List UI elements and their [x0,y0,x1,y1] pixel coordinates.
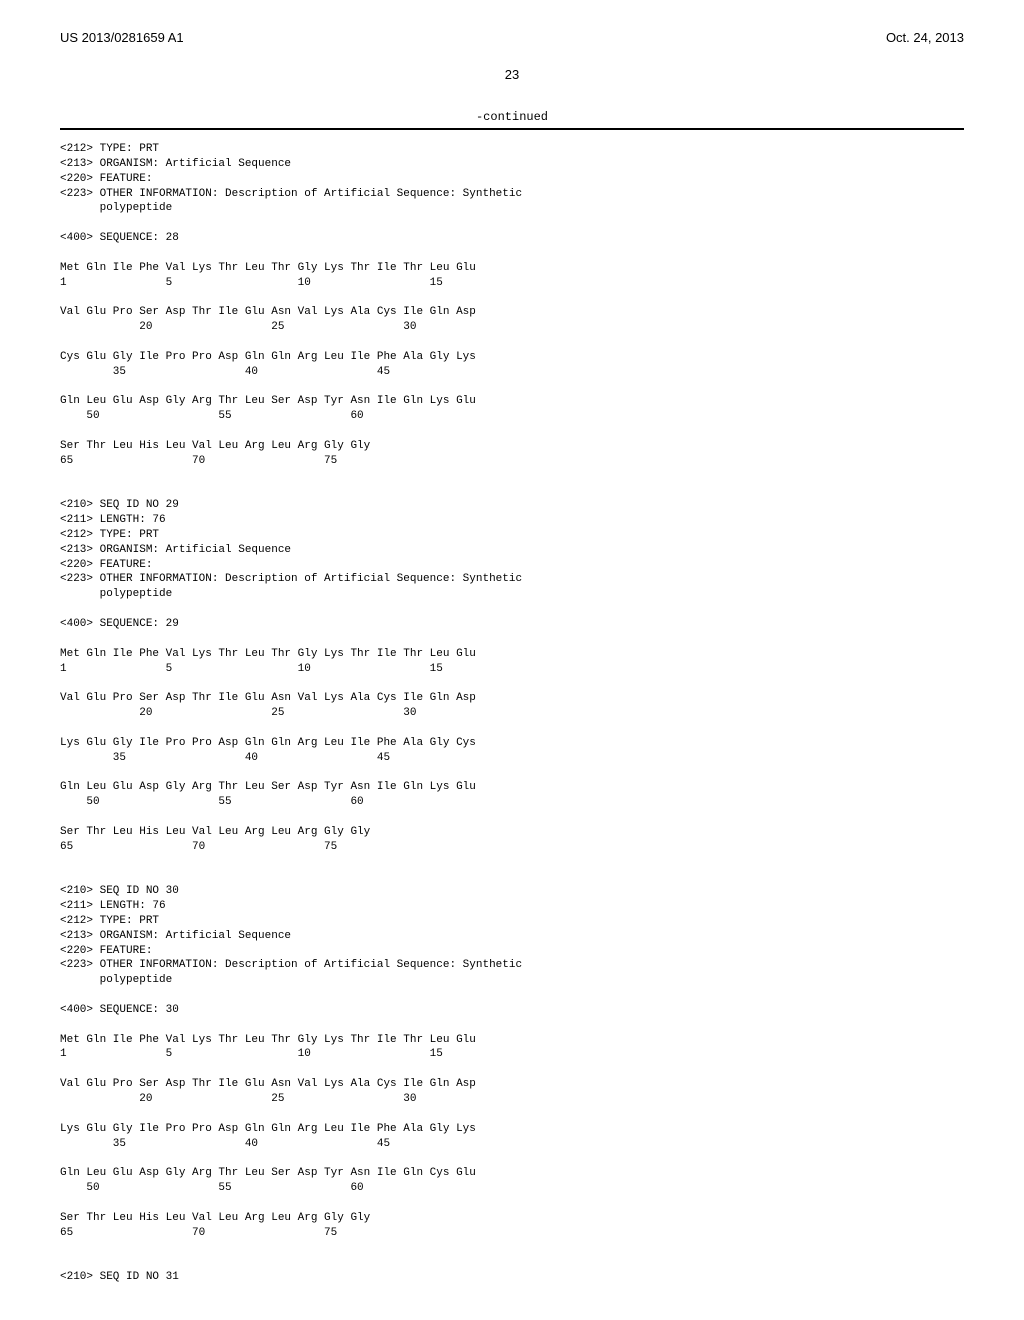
seq28-line4: Gln Leu Glu Asp Gly Arg Thr Leu Ser Asp … [60,395,476,407]
seq30-line5: Ser Thr Leu His Leu Val Leu Arg Leu Arg … [60,1212,370,1224]
seq30-length: <211> LENGTH: 76 [60,900,166,912]
seq30-nums3: 35 40 45 [60,1138,390,1150]
seq28-line2: Val Glu Pro Ser Asp Thr Ile Glu Asn Val … [60,306,476,318]
seq29-nums5: 65 70 75 [60,841,337,853]
publication-date: Oct. 24, 2013 [886,30,964,45]
seq28-line5: Ser Thr Leu His Leu Val Leu Arg Leu Arg … [60,440,370,452]
seq29-nums3: 35 40 45 [60,752,390,764]
seq30-header: <400> SEQUENCE: 30 [60,1004,179,1016]
seq29-nums1: 1 5 10 15 [60,663,443,675]
seq29-line4: Gln Leu Glu Asp Gly Arg Thr Leu Ser Asp … [60,781,476,793]
seq30-type: <212> TYPE: PRT [60,915,159,927]
seq30-nums1: 1 5 10 15 [60,1048,443,1060]
patent-number: US 2013/0281659 A1 [60,30,184,45]
sequence-listing: <212> TYPE: PRT <213> ORGANISM: Artifici… [60,142,964,1285]
seq29-nums2: 20 25 30 [60,707,416,719]
divider-line [60,128,964,130]
seq29-line1: Met Gln Ile Phe Val Lys Thr Leu Thr Gly … [60,648,476,660]
continued-label: -continued [60,110,964,124]
seq28-nums5: 65 70 75 [60,455,337,467]
seq28-line1: Met Gln Ile Phe Val Lys Thr Leu Thr Gly … [60,262,476,274]
seq30-line2: Val Glu Pro Ser Asp Thr Ile Glu Asn Val … [60,1078,476,1090]
seq29-info: <223> OTHER INFORMATION: Description of … [60,573,522,585]
seq30-line1: Met Gln Ile Phe Val Lys Thr Leu Thr Gly … [60,1034,476,1046]
seq30-line4: Gln Leu Glu Asp Gly Arg Thr Leu Ser Asp … [60,1167,476,1179]
seq29-line5: Ser Thr Leu His Leu Val Leu Arg Leu Arg … [60,826,370,838]
seq28-info2: polypeptide [60,202,172,214]
seq28-nums2: 20 25 30 [60,321,416,333]
seq28-feature: <220> FEATURE: [60,173,152,185]
page-number: 23 [60,67,964,82]
seq30-nums2: 20 25 30 [60,1093,416,1105]
seq30-feature: <220> FEATURE: [60,945,152,957]
seq30-info2: polypeptide [60,974,172,986]
seq28-organism: <213> ORGANISM: Artificial Sequence [60,158,291,170]
seq30-info: <223> OTHER INFORMATION: Description of … [60,959,522,971]
seq28-info: <223> OTHER INFORMATION: Description of … [60,188,522,200]
seq30-nums5: 65 70 75 [60,1227,337,1239]
seq29-info2: polypeptide [60,588,172,600]
seq28-header: <400> SEQUENCE: 28 [60,232,179,244]
seq31-id: <210> SEQ ID NO 31 [60,1271,179,1283]
seq29-line2: Val Glu Pro Ser Asp Thr Ile Glu Asn Val … [60,692,476,704]
seq28-nums4: 50 55 60 [60,410,364,422]
seq30-organism: <213> ORGANISM: Artificial Sequence [60,930,291,942]
seq29-feature: <220> FEATURE: [60,559,152,571]
seq28-nums1: 1 5 10 15 [60,277,443,289]
seq29-type: <212> TYPE: PRT [60,529,159,541]
seq29-header: <400> SEQUENCE: 29 [60,618,179,630]
seq30-id: <210> SEQ ID NO 30 [60,885,179,897]
seq29-id: <210> SEQ ID NO 29 [60,499,179,511]
seq28-nums3: 35 40 45 [60,366,390,378]
page-header: US 2013/0281659 A1 Oct. 24, 2013 [60,30,964,45]
seq29-line3: Lys Glu Gly Ile Pro Pro Asp Gln Gln Arg … [60,737,476,749]
seq29-length: <211> LENGTH: 76 [60,514,166,526]
seq29-organism: <213> ORGANISM: Artificial Sequence [60,544,291,556]
seq30-line3: Lys Glu Gly Ile Pro Pro Asp Gln Gln Arg … [60,1123,476,1135]
seq28-type: <212> TYPE: PRT [60,143,159,155]
seq29-nums4: 50 55 60 [60,796,364,808]
seq30-nums4: 50 55 60 [60,1182,364,1194]
seq28-line3: Cys Glu Gly Ile Pro Pro Asp Gln Gln Arg … [60,351,476,363]
